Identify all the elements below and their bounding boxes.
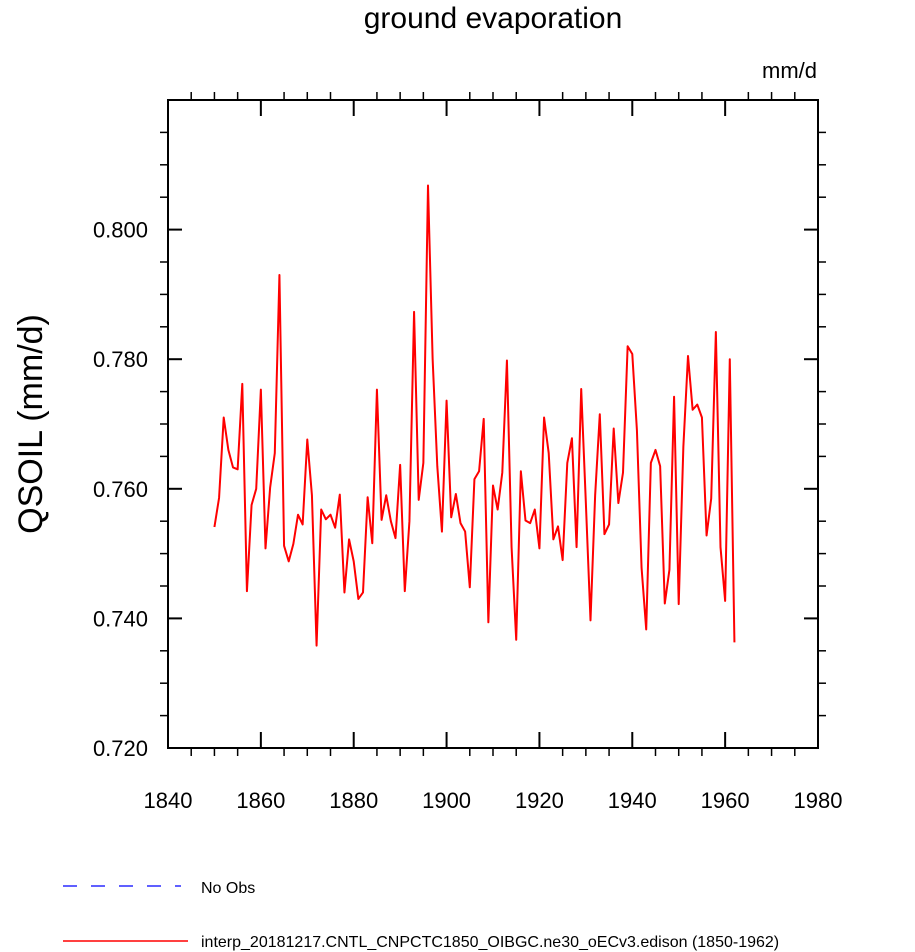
x-tick-label: 1920 — [515, 788, 564, 813]
series-line — [213, 184, 736, 647]
x-tick-label: 1880 — [329, 788, 378, 813]
series-group — [213, 184, 736, 647]
x-tick-label: 1900 — [422, 788, 471, 813]
legend-label-no-obs: No Obs — [201, 880, 255, 897]
y-tick-label: 0.780 — [93, 347, 148, 372]
plot-frame — [167, 99, 819, 749]
units-label: mm/d — [762, 58, 817, 83]
axis-ticks — [160, 92, 826, 756]
y-tick-label: 0.720 — [93, 736, 148, 761]
legend-label-model: interp_20181217.CNTL_CNPCTC1850_OIBGC.ne… — [201, 934, 779, 951]
y-axis-label: QSOIL (mm/d) — [12, 314, 50, 534]
legend: No Obs interp_20181217.CNTL_CNPCTC1850_O… — [63, 880, 779, 951]
x-tick-label: 1840 — [144, 788, 193, 813]
x-tick-label: 1940 — [608, 788, 657, 813]
y-tick-label: 0.760 — [93, 477, 148, 502]
chart-title: ground evaporation — [364, 2, 623, 35]
x-tick-label: 1980 — [794, 788, 843, 813]
y-tick-label: 0.800 — [93, 218, 148, 243]
y-tick-label: 0.740 — [93, 606, 148, 631]
x-tick-label: 1960 — [701, 788, 750, 813]
x-tick-label: 1860 — [236, 788, 285, 813]
tick-labels: 1840 1860 1880 1900 1920 1940 1960 1980 0.720 0.7… — [93, 218, 843, 813]
